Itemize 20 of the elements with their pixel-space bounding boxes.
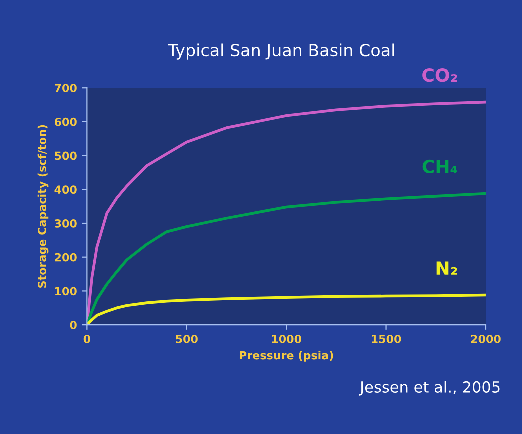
y-tick-label: 200 xyxy=(55,253,77,262)
y-tick-label: 300 xyxy=(55,219,77,228)
y-tick-label: 700 xyxy=(55,84,77,92)
y-tick-label: 400 xyxy=(54,186,77,194)
y-tick-label: 600 xyxy=(54,118,77,126)
x-tick-label: 1500 xyxy=(372,334,402,344)
y-axis-title: Storage Capacity (scf/ton) xyxy=(38,125,49,288)
x-axis-title: Pressure (psia) xyxy=(240,351,334,362)
x-tick-label: 1000 xyxy=(272,334,302,344)
x-tick-label: 500 xyxy=(176,334,198,344)
x-tick-label: 0 xyxy=(84,334,91,344)
text: Jessen et al., 2005 xyxy=(359,381,500,396)
series-label: N₂ xyxy=(436,262,458,275)
y-tick-label: 100 xyxy=(56,287,77,296)
series-label: CO₂ xyxy=(422,68,458,82)
series-label: CH₄ xyxy=(422,160,458,174)
chart-title: Typical San Juan Basin Coal xyxy=(168,44,394,60)
x-tick-label: 2000 xyxy=(471,334,501,344)
y-tick-label: 0 xyxy=(70,321,77,330)
y-tick-label: 500 xyxy=(55,152,77,160)
